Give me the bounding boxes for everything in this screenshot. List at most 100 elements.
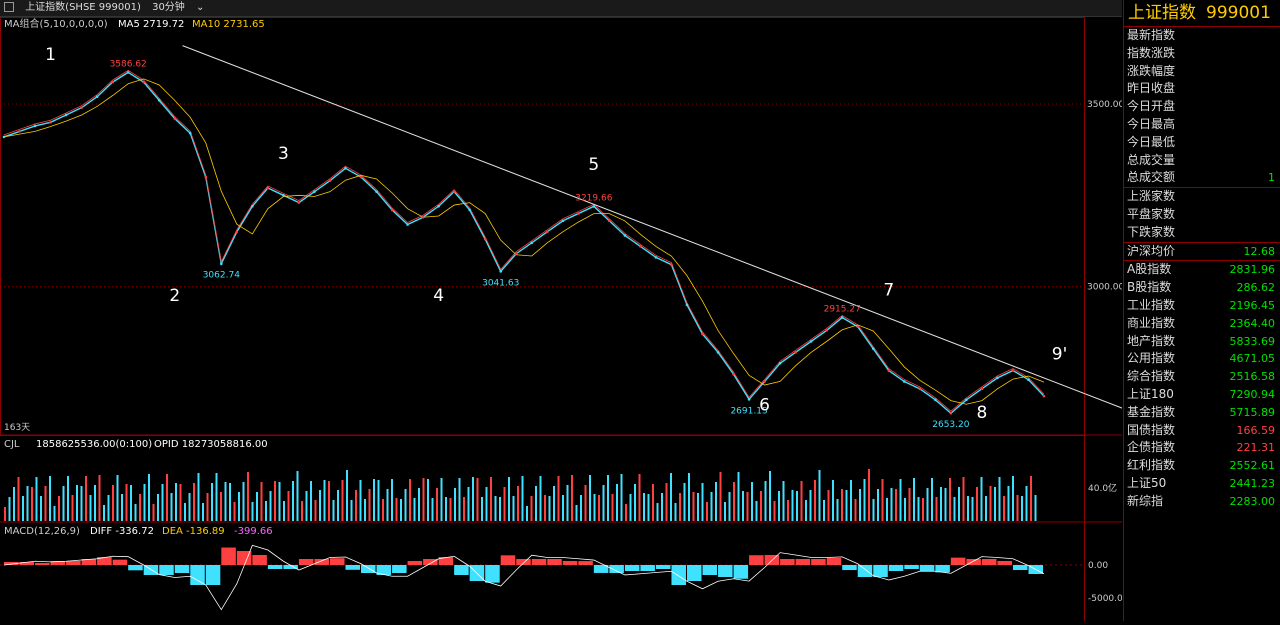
- quote-row[interactable]: 指数涨跌: [1124, 45, 1280, 63]
- index-row[interactable]: 上证50 2441.23: [1124, 475, 1280, 493]
- macd-histogram: [3, 544, 1045, 611]
- macd-label[interactable]: MACD(12,26,9): [4, 526, 80, 537]
- volume-bar: [782, 481, 785, 521]
- breadth-row[interactable]: 平盘家数: [1124, 206, 1280, 224]
- macd-bar: [35, 563, 50, 565]
- volume-bar: [485, 487, 488, 521]
- index-row[interactable]: 新综指 2283.00: [1124, 493, 1280, 511]
- price-point: [95, 95, 99, 99]
- volume-bar: [526, 506, 528, 521]
- volume-bar: [341, 480, 344, 521]
- volume-bar: [638, 474, 641, 521]
- volume-bar: [958, 487, 960, 521]
- volume-bar: [436, 488, 438, 521]
- volume-bar: [836, 499, 839, 521]
- breadth-row[interactable]: 上涨家数: [1124, 188, 1280, 206]
- index-row-value: 7290.94: [1229, 387, 1276, 401]
- price-point: [871, 347, 875, 350]
- main-panel-frame: [0, 17, 1085, 436]
- index-row[interactable]: 公用指数 4671.05: [1124, 350, 1280, 368]
- chevron-down-icon[interactable]: ⌄: [196, 2, 205, 13]
- index-row[interactable]: 上证180 7290.94: [1124, 386, 1280, 404]
- quote-row[interactable]: 昨日收盘: [1124, 80, 1280, 98]
- wave-label: 9': [1052, 345, 1068, 365]
- index-row[interactable]: 工业指数 2196.45: [1124, 297, 1280, 315]
- volume-bar: [886, 498, 888, 521]
- macd-bar: [873, 565, 888, 577]
- chart-area[interactable]: 3500.00 3000.00 MA组合(5,10,0,0,0,0) MA5 27…: [0, 17, 1153, 621]
- price-point: [592, 205, 596, 208]
- index-row[interactable]: 红利指数 2552.61: [1124, 457, 1280, 475]
- quote-row[interactable]: 总成交额 1: [1124, 169, 1280, 187]
- index-row-value: 221.31: [1236, 441, 1276, 455]
- quote-row-label: 今日最低: [1127, 134, 1176, 149]
- index-row[interactable]: 地产指数 5833.69: [1124, 333, 1280, 351]
- avg-price-row: 沪深均价 12.68: [1124, 241, 1280, 261]
- volume-bar: [17, 477, 20, 521]
- ma-group-label[interactable]: MA组合(5,10,0,0,0,0): [4, 17, 108, 30]
- index-row[interactable]: 企债指数 221.31: [1124, 439, 1280, 457]
- index-row[interactable]: 基金指数 5715.89: [1124, 404, 1280, 422]
- index-row[interactable]: 综合指数 2516.58: [1124, 368, 1280, 386]
- kline-chart[interactable]: 3500.00 3000.00 MA组合(5,10,0,0,0,0) MA5 27…: [0, 17, 1153, 621]
- index-row-label: 国债指数: [1127, 422, 1176, 437]
- volume-bar: [508, 477, 510, 521]
- price-point: [840, 316, 844, 319]
- quote-list: 最新指数 指数涨跌 涨跌幅度 昨日收盘 今日开盘 今日最高 今日最低总成交量 总成交额 1: [1124, 27, 1280, 187]
- macd-bar: [655, 565, 671, 569]
- macd-bar: [593, 565, 609, 573]
- volume-bar: [400, 499, 402, 521]
- index-row[interactable]: 国债指数 166.59: [1124, 422, 1280, 440]
- volume-bar: [359, 480, 362, 521]
- volume-bar: [238, 492, 240, 521]
- volume-bar: [652, 484, 654, 521]
- macd-bar: [298, 559, 314, 565]
- volume-bar: [152, 504, 155, 521]
- volume-bar: [863, 479, 866, 521]
- volume-bar: [161, 484, 164, 521]
- breadth-row[interactable]: 下跌家数: [1124, 224, 1280, 242]
- volume-bar: [796, 491, 798, 521]
- volume-indicator-label[interactable]: CJL: [4, 439, 20, 450]
- quote-row[interactable]: 今日最高: [1124, 116, 1280, 134]
- volume-bar: [125, 484, 128, 521]
- price-point: [701, 332, 704, 336]
- macd-bar: [997, 561, 1012, 565]
- volume-bar: [562, 495, 564, 521]
- index-row[interactable]: 商业指数 2364.40: [1124, 315, 1280, 333]
- index-row-value: 5833.69: [1229, 334, 1276, 348]
- index-row[interactable]: B股指数 286.62: [1124, 279, 1280, 297]
- menu-icon[interactable]: [4, 2, 14, 12]
- volume-bar: [593, 494, 596, 521]
- quote-row[interactable]: 涨跌幅度: [1124, 63, 1280, 81]
- main-gridlines: [0, 103, 1084, 288]
- macd-bar: [500, 555, 516, 565]
- index-row-label: 红利指数: [1127, 458, 1176, 473]
- volume-bar: [544, 495, 546, 521]
- volume-bar: [877, 489, 879, 521]
- quote-row[interactable]: 今日最低: [1124, 134, 1280, 152]
- volume-bar: [305, 491, 308, 521]
- volume-bar: [337, 490, 339, 521]
- macd-bar: [205, 565, 221, 585]
- price-point: [328, 179, 332, 183]
- volume-bar: [13, 487, 15, 521]
- security-title[interactable]: 上证指数(SHSE 999001): [25, 2, 141, 13]
- period-selector[interactable]: 30分钟: [152, 2, 185, 13]
- price-point: [530, 241, 534, 245]
- volume-bar: [472, 477, 474, 521]
- wave-label: 7: [883, 281, 894, 301]
- volume-bar: [634, 484, 636, 521]
- quote-row[interactable]: 最新指数: [1124, 27, 1280, 45]
- quote-row[interactable]: 今日开盘: [1124, 98, 1280, 116]
- volume-bar: [827, 490, 830, 521]
- index-row-value: 2364.40: [1229, 316, 1276, 330]
- volume-bar: [683, 483, 686, 521]
- volume-bar: [989, 486, 992, 521]
- volume-bar: [661, 493, 663, 521]
- quote-row[interactable]: 总成交量: [1124, 152, 1280, 170]
- index-row[interactable]: A股指数 2831.96: [1124, 261, 1280, 279]
- volume-bar: [148, 474, 150, 521]
- index-row-value: 2831.96: [1229, 263, 1276, 277]
- volume-bar: [404, 489, 407, 521]
